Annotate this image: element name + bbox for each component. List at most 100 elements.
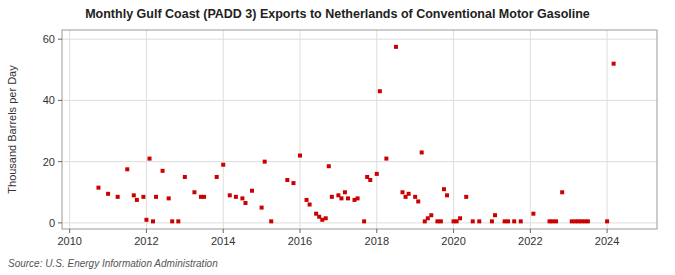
x-grid-line <box>376 30 377 229</box>
y-tick-label: 20 <box>43 156 55 168</box>
point <box>154 195 158 199</box>
x-grid-line <box>530 30 531 229</box>
point <box>420 150 424 154</box>
x-tick-label: 2012 <box>134 235 158 247</box>
point <box>243 201 247 205</box>
point <box>579 219 583 223</box>
point <box>183 175 187 179</box>
point <box>327 164 331 168</box>
x-grid-line <box>453 30 454 229</box>
point <box>551 219 555 223</box>
x-tick <box>376 229 377 233</box>
point <box>570 219 574 223</box>
point <box>269 219 273 223</box>
point <box>464 195 468 199</box>
x-tick-label: 2016 <box>288 235 312 247</box>
y-tick <box>58 161 62 162</box>
x-tick-label: 2014 <box>211 235 235 247</box>
point <box>320 218 324 222</box>
x-grid-line <box>607 30 608 229</box>
point <box>176 219 180 223</box>
point <box>554 219 558 223</box>
point <box>493 213 497 217</box>
point <box>445 193 449 197</box>
point <box>413 195 417 199</box>
point <box>106 192 110 196</box>
x-tick <box>146 229 147 233</box>
y-tick <box>58 100 62 101</box>
point <box>330 195 334 199</box>
point <box>116 195 120 199</box>
point <box>531 212 535 216</box>
point <box>221 163 225 167</box>
y-axis-label: Thousand Barrels per Day <box>6 65 18 194</box>
y-grid-line <box>62 100 657 101</box>
point <box>135 198 139 202</box>
point <box>439 219 443 223</box>
point <box>151 219 155 223</box>
point <box>490 219 494 223</box>
point <box>356 196 360 200</box>
point <box>228 193 232 197</box>
point <box>308 203 312 207</box>
point <box>285 178 289 182</box>
point <box>503 219 507 223</box>
point <box>234 195 238 199</box>
chart-container: 201020122014201620182020202220240204060M… <box>0 0 675 275</box>
x-tick-label: 2022 <box>518 235 542 247</box>
x-tick <box>300 229 301 233</box>
point <box>477 219 481 223</box>
point <box>250 189 254 193</box>
point <box>362 219 366 223</box>
x-tick <box>530 229 531 233</box>
point <box>384 157 388 161</box>
point <box>144 218 148 222</box>
x-grid-line <box>146 30 147 229</box>
point <box>170 219 174 223</box>
point <box>96 186 100 190</box>
point <box>125 167 129 171</box>
point <box>132 193 136 197</box>
point <box>324 216 328 220</box>
point <box>435 219 439 223</box>
point <box>560 190 564 194</box>
point <box>426 216 430 220</box>
point <box>298 154 302 158</box>
point <box>167 196 171 200</box>
point <box>612 62 616 66</box>
point <box>202 195 206 199</box>
y-tick-label: 40 <box>43 94 55 106</box>
x-grid-line <box>300 30 301 229</box>
point <box>471 219 475 223</box>
y-tick-label: 0 <box>49 217 55 229</box>
y-grid-line <box>62 161 657 162</box>
point <box>368 178 372 182</box>
point <box>375 172 379 176</box>
point <box>343 190 347 194</box>
points <box>96 45 615 224</box>
title: Monthly Gulf Coast (PADD 3) Exports to N… <box>85 7 590 21</box>
point <box>192 190 196 194</box>
point <box>458 216 462 220</box>
y-tick-label: 60 <box>43 33 55 45</box>
point <box>263 160 267 164</box>
point <box>346 196 350 200</box>
x-tick-label: 2010 <box>57 235 81 247</box>
y-tick <box>58 39 62 40</box>
point <box>260 206 264 210</box>
point <box>442 187 446 191</box>
point <box>215 175 219 179</box>
point <box>305 198 309 202</box>
point <box>378 89 382 93</box>
point <box>148 157 152 161</box>
x-tick-label: 2018 <box>365 235 389 247</box>
x-tick-label: 2024 <box>595 235 619 247</box>
point <box>339 196 343 200</box>
point <box>429 213 433 217</box>
x-tick <box>607 229 608 233</box>
x-tick <box>453 229 454 233</box>
x-tick <box>223 229 224 233</box>
x-grid-line <box>223 30 224 229</box>
y-grid-line <box>62 39 657 40</box>
point <box>519 219 523 223</box>
